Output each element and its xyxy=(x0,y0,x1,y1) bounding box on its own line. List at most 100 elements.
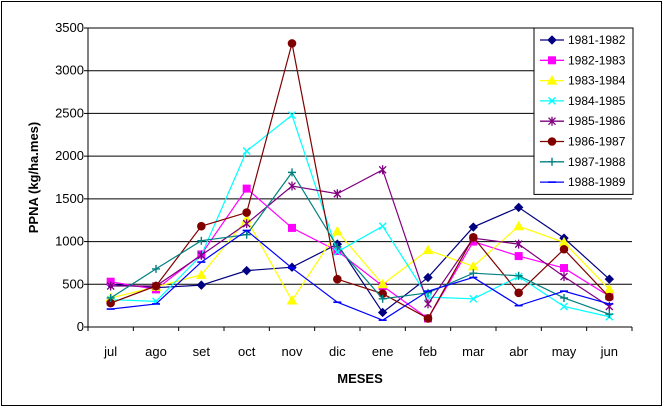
legend-item: 1986-1987 xyxy=(540,135,626,149)
data-point xyxy=(378,294,387,303)
data-point xyxy=(378,222,387,231)
series-line xyxy=(110,218,610,302)
x-tick-label: may xyxy=(552,344,577,359)
data-point xyxy=(197,236,206,245)
legend-item: 1984-1985 xyxy=(540,94,626,108)
series-line xyxy=(110,206,610,314)
legend-item: 1982-1983 xyxy=(540,53,626,67)
data-point xyxy=(378,165,387,175)
legend-label: 1986-1987 xyxy=(568,135,626,149)
y-tick-label: 1000 xyxy=(55,234,84,249)
data-point xyxy=(195,269,207,279)
data-point xyxy=(423,272,433,283)
data-point xyxy=(197,250,206,260)
data-point xyxy=(333,242,342,251)
data-point xyxy=(197,221,206,231)
series-line xyxy=(110,229,610,321)
y-tick-label: 0 xyxy=(77,319,84,334)
y-tick-labels: 0 500 1000 1500 2000 2500 3000 3500 xyxy=(55,20,84,334)
data-point xyxy=(288,168,296,177)
data-point xyxy=(241,265,252,276)
y-tick-label: 2500 xyxy=(55,105,84,120)
series-1986-1987 xyxy=(106,39,614,323)
data-point xyxy=(560,293,568,302)
data-point xyxy=(422,244,434,255)
x-tick-label: set xyxy=(193,344,211,359)
x-axis-title: MESES xyxy=(337,371,383,386)
data-point xyxy=(288,111,296,120)
data-point xyxy=(288,223,296,232)
x-tick-label: ago xyxy=(145,344,167,359)
x-tick-label: feb xyxy=(419,344,437,359)
axes xyxy=(84,27,633,331)
data-point xyxy=(106,293,115,302)
data-point xyxy=(513,202,524,213)
x-tick-label: jul xyxy=(103,344,117,359)
data-point xyxy=(423,314,433,323)
series-1987-1988 xyxy=(106,168,614,319)
data-point xyxy=(514,271,523,280)
data-point xyxy=(605,310,614,319)
x-tick-label: oct xyxy=(238,344,256,359)
series-line xyxy=(110,43,610,320)
y-tick-label: 3000 xyxy=(55,63,84,78)
legend-box xyxy=(533,27,634,195)
y-axis-title: PPNA (kg/ha.mes) xyxy=(26,122,41,234)
data-point xyxy=(333,189,342,199)
data-point xyxy=(469,294,478,303)
legend: 1981-1982 1982-1983 1983-1984 1984-1985 1985… xyxy=(533,27,634,195)
x-tick-label: jun xyxy=(600,344,618,359)
data-point xyxy=(514,288,523,298)
legend-item: 1983-1984 xyxy=(540,74,626,88)
y-tick-label: 3500 xyxy=(55,20,84,35)
data-point xyxy=(242,184,251,193)
y-tick-label: 1500 xyxy=(55,191,84,206)
data-point xyxy=(242,147,251,156)
legend-label: 1985-1986 xyxy=(568,114,626,128)
series-line xyxy=(110,168,610,307)
data-point xyxy=(106,281,115,291)
legend-marker xyxy=(546,75,558,85)
legend-label: 1988-1989 xyxy=(568,175,626,189)
legend-label: 1983-1984 xyxy=(568,74,626,88)
data-point xyxy=(560,264,568,273)
data-point xyxy=(604,274,615,284)
series-1988-1989 xyxy=(106,229,614,321)
data-point xyxy=(514,252,523,261)
series-line xyxy=(110,171,610,315)
data-point xyxy=(560,302,568,311)
data-point xyxy=(468,222,479,232)
legend-marker xyxy=(548,56,556,65)
y-tick-label: 500 xyxy=(62,276,84,291)
x-tick-label: dic xyxy=(329,344,346,359)
series-line xyxy=(110,114,610,318)
data-point xyxy=(605,292,614,302)
legend-marker xyxy=(548,116,556,126)
data-point xyxy=(242,208,251,217)
data-point xyxy=(424,299,432,309)
legend-label: 1981-1982 xyxy=(568,33,626,47)
legend-items: 1981-1982 1982-1983 1983-1984 1984-1985 1985… xyxy=(540,33,626,189)
data-point xyxy=(469,269,478,278)
legend-item: 1985-1986 xyxy=(540,114,626,128)
legend-item: 1988-1989 xyxy=(540,175,626,189)
data-point xyxy=(513,220,525,231)
data-point xyxy=(377,307,388,318)
legend-label: 1987-1988 xyxy=(568,155,626,169)
data-point xyxy=(469,233,478,242)
data-point xyxy=(286,294,298,305)
legend-marker xyxy=(547,35,557,45)
y-tick-label: 2000 xyxy=(55,148,84,163)
data-point xyxy=(152,264,160,273)
x-tick-label: mar xyxy=(462,344,485,359)
data-point xyxy=(196,280,207,290)
data-point xyxy=(242,230,251,239)
data-point xyxy=(288,181,296,191)
data-point xyxy=(514,239,523,249)
legend-marker xyxy=(548,96,556,105)
legend-item: 1981-1982 xyxy=(540,33,626,47)
legend-marker xyxy=(547,137,557,146)
x-tick-labels: jul ago set oct nov dic ene feb mar abr may jun xyxy=(103,344,618,359)
x-tick-label: abr xyxy=(509,344,528,359)
data-point xyxy=(559,244,569,254)
